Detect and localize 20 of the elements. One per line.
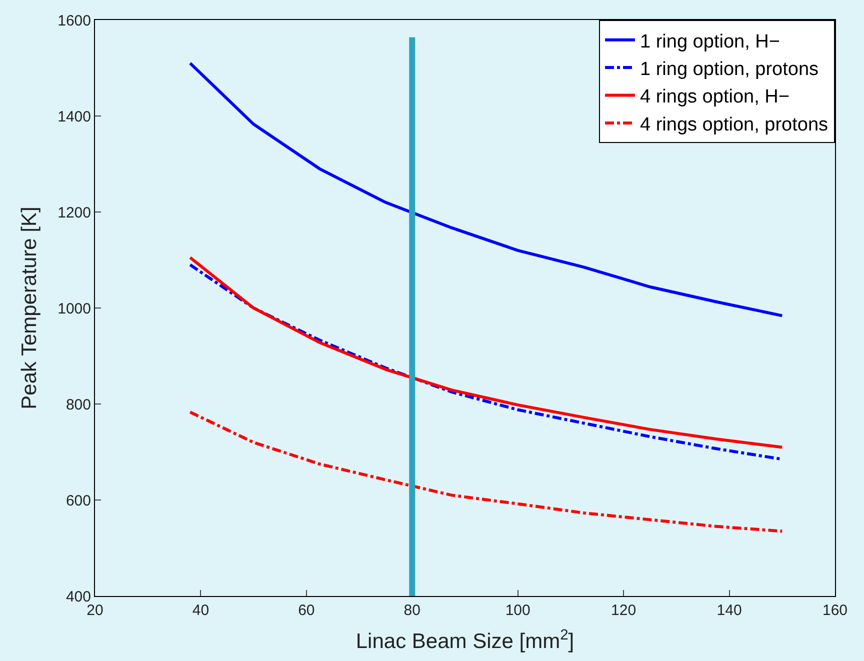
- x-tick-label: 160: [822, 602, 848, 619]
- y-tick-label: 1200: [58, 204, 91, 222]
- y-tick-label: 1400: [58, 108, 91, 126]
- x-tick-label: 120: [611, 602, 636, 619]
- legend-label: 4 rings option, H−: [640, 86, 790, 108]
- x-axis-title: Linac Beam Size [mm$^{2}$]: [356, 627, 574, 654]
- y-tick-label: 600: [66, 492, 91, 510]
- y-tick-label: 800: [66, 396, 91, 414]
- x-tick-label: 140: [716, 602, 742, 619]
- y-tick-label: 1600: [58, 12, 91, 30]
- x-tick-label: 100: [505, 602, 530, 619]
- legend-label: 1 ring option, H−: [640, 31, 780, 52]
- y-tick-label: 1000: [58, 300, 91, 318]
- x-tick-label: 80: [404, 602, 420, 619]
- x-tick-label: 60: [298, 602, 315, 619]
- y-axis-title: Peak Temperature [K]: [18, 206, 41, 410]
- x-tick-label: 40: [192, 602, 210, 619]
- legend-label: 1 ring option, protons: [640, 58, 819, 80]
- line-series: [188, 410, 784, 533]
- legend-label: 4 rings option, protons: [640, 114, 828, 136]
